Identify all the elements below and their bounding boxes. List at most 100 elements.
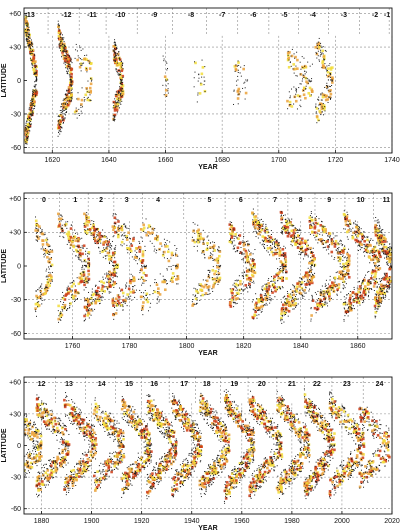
sunspot-dot bbox=[285, 261, 287, 263]
sunspot-dot bbox=[47, 276, 49, 278]
sunspot-dot bbox=[46, 241, 48, 243]
sunspot-dot bbox=[344, 215, 346, 217]
sunspot-dot bbox=[86, 71, 88, 73]
sunspot-dot bbox=[327, 238, 329, 240]
density-cell bbox=[291, 303, 295, 307]
density-cell bbox=[112, 117, 115, 121]
sunspot-dot bbox=[79, 63, 81, 65]
density-cell bbox=[289, 235, 293, 238]
sunspot-dot bbox=[241, 252, 243, 254]
density-cell bbox=[274, 252, 277, 256]
sunspot-dot bbox=[268, 240, 270, 242]
density-cell bbox=[257, 232, 260, 236]
cycle-number-label: -1 bbox=[384, 12, 390, 19]
sunspot-dot bbox=[269, 295, 271, 297]
sunspot-dot bbox=[347, 213, 349, 215]
sunspot-dot bbox=[121, 79, 123, 81]
sunspot-dot bbox=[26, 38, 28, 40]
sunspot-dot bbox=[27, 435, 29, 437]
sunspot-dot bbox=[300, 229, 302, 231]
sunspot-dot bbox=[102, 229, 104, 231]
sunspot-dot bbox=[85, 299, 87, 301]
sunspot-dot bbox=[360, 232, 362, 234]
density-cell bbox=[28, 124, 32, 128]
sunspot-dot bbox=[265, 223, 267, 225]
density-cell bbox=[88, 67, 92, 70]
density-cell bbox=[30, 433, 34, 436]
sunspot-dot bbox=[114, 275, 116, 277]
sunspot-dot bbox=[340, 291, 342, 293]
sunspot-dot bbox=[289, 104, 291, 106]
sunspot-dot bbox=[323, 303, 325, 305]
sunspot-dot bbox=[134, 296, 136, 298]
density-cell bbox=[375, 257, 379, 261]
sunspot-dot bbox=[321, 241, 323, 243]
density-cell bbox=[254, 303, 257, 307]
density-cell bbox=[302, 275, 305, 279]
sunspot-dot bbox=[293, 285, 295, 287]
sunspot-dot bbox=[167, 79, 169, 81]
sunspot-dot bbox=[379, 240, 381, 242]
sunspot-dot bbox=[328, 283, 330, 285]
sunspot-dot bbox=[298, 244, 300, 246]
sunspot-dot bbox=[75, 245, 77, 247]
sunspot-dot bbox=[206, 236, 208, 238]
density-cell bbox=[116, 97, 119, 101]
density-cell bbox=[299, 240, 303, 243]
sunspot-dot bbox=[325, 249, 327, 251]
sunspot-dot bbox=[112, 281, 114, 283]
density-cell bbox=[34, 433, 37, 436]
density-cell bbox=[236, 97, 240, 100]
sunspot-dot bbox=[62, 117, 64, 119]
density-cell bbox=[326, 287, 330, 290]
sunspot-dot bbox=[196, 250, 198, 252]
sunspot-dot bbox=[362, 280, 364, 282]
density-cell bbox=[113, 54, 117, 57]
density-cell bbox=[266, 247, 270, 250]
sunspot-dot bbox=[127, 296, 129, 298]
sunspot-dot bbox=[119, 86, 121, 88]
sunspot-dot bbox=[114, 213, 116, 215]
sunspot-dot bbox=[378, 264, 380, 266]
density-cell bbox=[343, 273, 346, 277]
sunspot-dot bbox=[32, 89, 34, 91]
sunspot-dot bbox=[96, 292, 98, 294]
sunspot-dot bbox=[92, 300, 94, 302]
sunspot-dot bbox=[233, 238, 235, 240]
sunspot-dot bbox=[69, 78, 71, 80]
sunspot-dot bbox=[308, 270, 310, 272]
sunspot-dot bbox=[218, 269, 220, 271]
sunspot-dot bbox=[327, 248, 329, 250]
sunspot-dot bbox=[343, 319, 345, 321]
density-cell bbox=[36, 304, 40, 308]
sunspot-dot bbox=[266, 287, 268, 289]
sunspot-dot bbox=[207, 235, 209, 237]
sunspot-dot bbox=[153, 245, 155, 247]
sunspot-dot bbox=[114, 106, 116, 108]
density-cell bbox=[176, 263, 179, 267]
sunspot-dot bbox=[100, 239, 102, 241]
sunspot-dot bbox=[122, 90, 124, 92]
sunspot-dot bbox=[76, 298, 78, 300]
density-cell bbox=[280, 316, 283, 320]
sunspot-wing-5-north bbox=[193, 59, 206, 79]
sunspot-dot bbox=[356, 231, 358, 233]
density-cell bbox=[255, 301, 258, 305]
density-cell bbox=[315, 115, 319, 118]
sunspot-dot bbox=[343, 210, 345, 212]
density-cell bbox=[366, 238, 369, 242]
sunspot-dot bbox=[198, 233, 200, 235]
sunspot-dot bbox=[377, 306, 379, 308]
sunspot-dot bbox=[233, 306, 235, 308]
density-cell bbox=[303, 288, 306, 292]
sunspot-dot bbox=[217, 274, 219, 276]
sunspot-dot bbox=[57, 115, 59, 117]
density-cell bbox=[380, 288, 384, 291]
sunspot-dot bbox=[70, 99, 72, 101]
density-cell bbox=[49, 257, 52, 261]
sunspot-dot bbox=[29, 37, 31, 39]
sunspot-dot bbox=[260, 311, 262, 313]
density-cell bbox=[68, 84, 72, 87]
sunspot-dot bbox=[290, 299, 292, 301]
